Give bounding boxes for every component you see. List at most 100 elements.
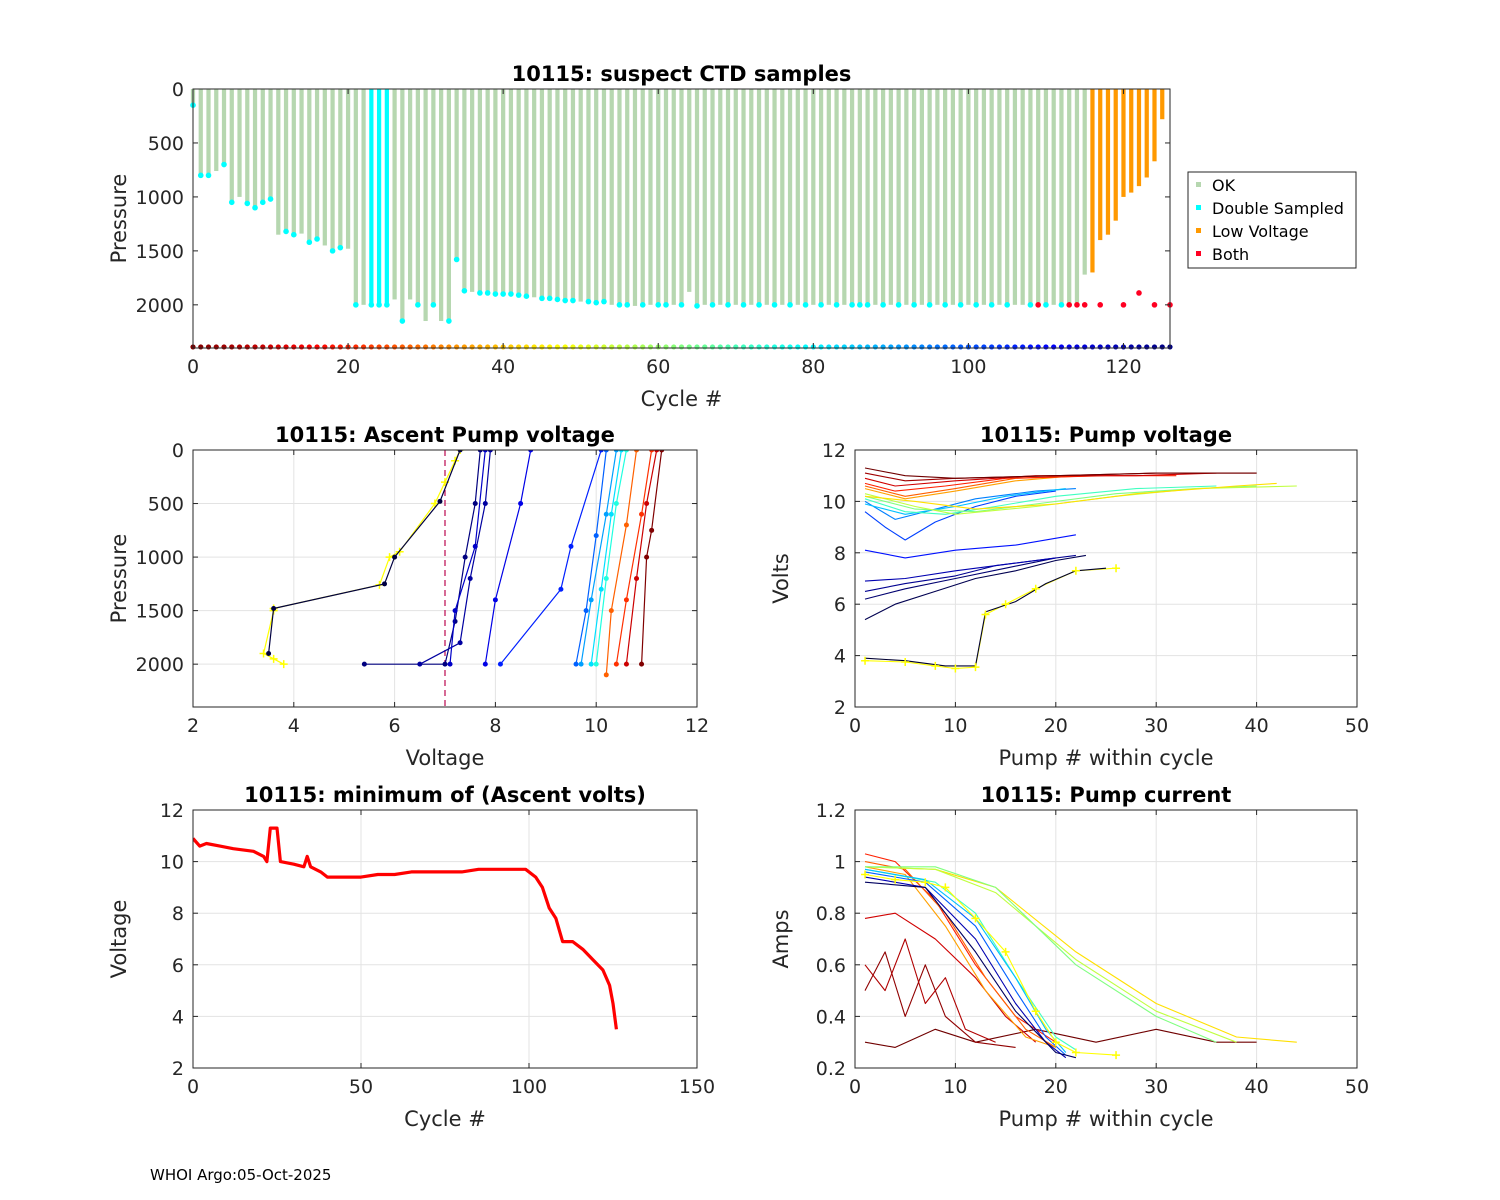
bar-cycle-118 [1105, 89, 1111, 235]
x-tick-label: 80 [801, 356, 825, 378]
cycle-marker [934, 344, 940, 350]
series-cycle-60 [578, 450, 619, 667]
bar-cycle-78 [795, 89, 800, 305]
double-sampled-point [694, 303, 700, 309]
data-point [487, 450, 493, 453]
cycle-marker [1058, 344, 1065, 350]
double-sampled-point [461, 288, 468, 294]
cycle-marker [562, 344, 568, 350]
bar-cycle-64 [687, 89, 692, 292]
both-point [1136, 290, 1142, 296]
bar-cycle-40 [501, 89, 506, 295]
data-point [644, 554, 650, 560]
cycle-marker [314, 344, 320, 350]
bar-cycle-114 [1074, 89, 1080, 305]
double-sampled-point [314, 236, 320, 242]
cycle-marker [531, 344, 537, 350]
data-point [623, 661, 629, 667]
double-sampled-point [252, 204, 258, 211]
cycle-marker [802, 344, 809, 350]
double-sampled-point [267, 196, 274, 202]
plot-content [861, 467, 1297, 673]
bar-cycle-46 [547, 89, 552, 299]
data-point [613, 501, 619, 507]
cycle-marker [438, 344, 444, 350]
data-point [1071, 1048, 1080, 1057]
x-tick-label: 10 [943, 715, 967, 737]
plot-content [861, 853, 1297, 1060]
series-cycles-120-125 [266, 450, 463, 656]
cycle-marker [896, 344, 902, 350]
data-point [457, 640, 463, 646]
cycle-marker [578, 344, 584, 350]
series-line [864, 876, 1067, 1059]
double-sampled-point [477, 290, 483, 296]
data-point [921, 878, 930, 887]
cycle-marker [1020, 344, 1026, 350]
cycle-marker [1051, 344, 1057, 350]
cycle-marker [989, 344, 995, 350]
data-point [1001, 947, 1010, 956]
legend-box [1187, 171, 1357, 269]
x-tick-label: 20 [1044, 1076, 1068, 1098]
both-point [1097, 302, 1104, 308]
bar-cycle-101 [974, 89, 979, 305]
cycle-marker [570, 344, 576, 350]
data-point [482, 450, 488, 453]
x-tick-label: 50 [1345, 1076, 1369, 1098]
double-sampled-point [492, 291, 499, 297]
bar-cycle-76 [780, 89, 785, 305]
double-sampled-point [957, 302, 964, 308]
bar-cycle-56 [625, 89, 630, 305]
series-cycle-10 [864, 938, 996, 1043]
cycle-marker [787, 344, 793, 350]
y-tick-label: 0.2 [816, 1058, 846, 1080]
bar-cycle-100 [966, 89, 971, 305]
axes-frame [192, 88, 1171, 349]
pump-current-chart: 0 10 20 30 40 50 0.2 0.4 0.6 0.8 1 1.2 10115: Pump c… [769, 783, 1369, 1131]
bar-cycle-23 [369, 89, 374, 305]
bar-cycle-110 [1043, 89, 1049, 305]
double-sampled-point [337, 244, 344, 251]
data-point [603, 576, 609, 581]
cycle-marker [709, 344, 716, 350]
double-sampled-point [616, 302, 623, 308]
ascent-pump-voltage-chart: 2 4 6 8 10 12 0 500 1000 1500 2000 10115: Ascent Pu… [107, 423, 709, 770]
series-cycle-100 [864, 485, 1217, 515]
y-tick-label: 8 [834, 543, 846, 565]
data-point [623, 450, 629, 453]
x-tick-label: 150 [679, 1076, 715, 1098]
series-line [864, 912, 1037, 1043]
cycle-marker [1012, 344, 1018, 350]
y-axis-label: Pressure [107, 534, 131, 624]
series-cycle-20 [482, 450, 534, 667]
bar-cycle-119 [1113, 89, 1118, 221]
cycle-marker [454, 344, 460, 350]
y-tick-label: 10 [160, 852, 184, 874]
bar-cycle-83 [834, 89, 839, 305]
double-sampled-point [283, 228, 289, 235]
data-point [971, 663, 980, 672]
bar-cycle-84 [842, 89, 847, 305]
cycle-marker [833, 344, 840, 350]
series-line [864, 871, 1067, 1056]
cycle-marker [1004, 344, 1010, 350]
series-cycle-1 [864, 467, 1257, 479]
cycle-marker [756, 344, 762, 350]
series-line [263, 450, 461, 665]
y-axis-label: Pressure [107, 174, 131, 264]
double-sampled-point [857, 302, 863, 308]
cycle-marker [601, 344, 607, 350]
bar-cycle-27 [400, 89, 405, 322]
bar-cycle-45 [539, 89, 545, 299]
bar-cycle-65 [694, 89, 700, 306]
bar-cycle-33 [446, 89, 451, 322]
x-tick-label: 6 [389, 715, 401, 737]
data-point [659, 450, 665, 453]
series-line [364, 450, 481, 665]
y-tick-label: 2000 [136, 654, 184, 676]
bar-cycle-13 [291, 89, 296, 235]
data-point [588, 661, 594, 667]
double-sampled-point [880, 302, 886, 308]
series-cycle-50 [864, 475, 1076, 500]
